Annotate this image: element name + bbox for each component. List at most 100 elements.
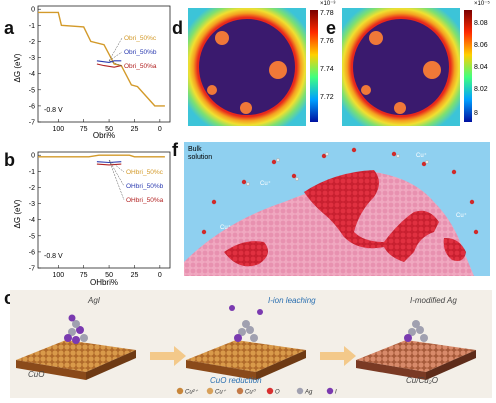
series-line	[38, 11, 165, 107]
panel-label-e: e	[326, 18, 337, 38]
process-arrow	[150, 346, 186, 366]
legend-marker	[236, 387, 244, 395]
cuo-slab-edge	[16, 360, 86, 380]
legend-label: Ag	[304, 390, 313, 396]
cuo-slab-edge	[186, 360, 256, 380]
series-line	[96, 161, 122, 164]
panel-label-d: d	[172, 18, 183, 38]
colorbar-e-tick: 8.06	[474, 42, 488, 49]
leaching-label: I-ion leaching	[268, 296, 316, 305]
colorbar-d-tick: 7.74	[320, 66, 334, 73]
legend-label: Cu⁺	[215, 389, 227, 396]
x-tick-label: 100	[52, 272, 64, 279]
ion-label: Cu⁺	[220, 225, 231, 231]
agi-cluster	[64, 314, 88, 344]
colorbar-d	[310, 10, 318, 122]
x-tick-label: 25	[131, 126, 139, 133]
ion-label: Cu⁺	[260, 181, 271, 187]
panel-label-b: b	[4, 150, 15, 170]
legend-leader	[108, 51, 123, 61]
y-tick-label: 0	[31, 153, 35, 160]
heatmap-d	[188, 8, 306, 126]
y-tick-label: -7	[29, 120, 35, 127]
chart-a-xlabel: Obri%	[93, 131, 115, 140]
heatmap-d-image	[188, 8, 306, 126]
panel-label-c: c	[4, 288, 15, 308]
bulk-solution-label: Bulk solution	[188, 146, 213, 161]
y-tick-label: -6	[29, 103, 35, 110]
cuo-slab-edge	[86, 350, 136, 380]
series-line	[96, 163, 122, 166]
panel-label-a: a	[4, 18, 15, 38]
legend-marker	[296, 387, 304, 395]
ion-label: Cu⁺	[416, 153, 427, 159]
colorbar-d-tick: 7.76	[320, 38, 334, 45]
y-tick-label: -2	[29, 185, 35, 192]
y-tick-label: -1	[29, 23, 35, 30]
x-tick-label: 0	[158, 272, 162, 279]
schematic-c: Cu²⁺ Cu⁺ Cu⁰ O Ag I AgI CuO I-ion leaching Cu…	[10, 290, 492, 398]
heatmap-d-particle	[269, 61, 287, 79]
heatmap-d-particle	[240, 102, 252, 114]
legend-label: Cu⁰	[245, 389, 257, 396]
heatmap-e-particle	[394, 102, 406, 114]
y-tick-label: -4	[29, 217, 35, 224]
oxide-region	[224, 241, 268, 267]
oxide-region	[304, 170, 439, 262]
cu-slab	[356, 340, 476, 372]
legend-label: Cu²⁺	[185, 389, 199, 396]
cuo-slab	[186, 340, 306, 372]
y-tick-label: -5	[29, 233, 35, 240]
legend-label: OHbri_50%c	[126, 169, 164, 176]
heatmap-e-image	[342, 8, 460, 126]
chart-a-potential: -0.8 V	[44, 107, 63, 114]
imod-label: I-modified Ag	[410, 296, 457, 305]
y-tick-label: -3	[29, 201, 35, 208]
heatmap-d-particle	[215, 31, 229, 45]
chart-a-ylabel: ΔG (eV)	[14, 53, 22, 82]
legend-leader	[108, 159, 125, 173]
colorbar-d-tick: 7.72	[320, 94, 334, 101]
legend-label: Obri_50%a	[124, 63, 157, 70]
y-tick-label: -6	[29, 249, 35, 256]
agi-cluster	[229, 305, 263, 342]
chart-b-ylabel: ΔG (eV)	[14, 199, 22, 228]
x-tick-label: 100	[52, 126, 64, 133]
y-tick-label: -2	[29, 39, 35, 46]
legend-label: OHbri_50%a	[126, 197, 164, 204]
x-tick-label: 25	[131, 272, 139, 279]
panel-label-f: f	[172, 140, 178, 160]
legend-label: I	[335, 390, 337, 396]
cuo-label: CuO	[28, 370, 45, 379]
colorbar-d-exp: ×10⁻³	[320, 1, 336, 7]
agi-label: AgI	[88, 296, 101, 305]
colorbar-e-tick: 8.08	[474, 20, 488, 27]
x-tick-label: 50	[105, 272, 113, 279]
chart-a: 0 -1 -2 -3 -4 -5 -6 -7 100 75 50 25 0 ΔG (eV) Obri%…	[14, 5, 171, 140]
heatmap-e-particle	[369, 31, 383, 45]
heatmap-d-particle	[207, 85, 217, 95]
schematic-c-image: Cu²⁺ Cu⁺ Cu⁰ O Ag I	[16, 305, 476, 396]
reduction-label: CuO reduction	[210, 376, 262, 385]
legend-marker	[206, 387, 214, 395]
simulation-f: Bulk solution Cu⁺ Cu⁺ Cu⁺ Cu⁺	[184, 142, 490, 276]
legend-leader	[108, 159, 125, 187]
heatmap-e-particle	[361, 85, 371, 95]
x-tick-label: 75	[80, 126, 88, 133]
y-tick-label: -5	[29, 87, 35, 94]
oxide-region	[443, 237, 466, 261]
heatmap-e-particle	[423, 61, 441, 79]
series-line	[96, 60, 122, 63]
y-tick-label: -1	[29, 169, 35, 176]
cuo-slab	[16, 340, 136, 372]
legend-marker	[176, 387, 184, 395]
y-tick-label: -3	[29, 55, 35, 62]
legend-marker	[266, 387, 274, 395]
legend-leader	[108, 37, 123, 61]
heatmap-e	[342, 8, 460, 126]
y-tick-label: 0	[31, 7, 35, 14]
series-line	[96, 63, 122, 68]
cuo-slab-edge	[256, 350, 306, 380]
ion-label: Cu⁺	[456, 213, 467, 219]
series-line	[38, 154, 165, 158]
